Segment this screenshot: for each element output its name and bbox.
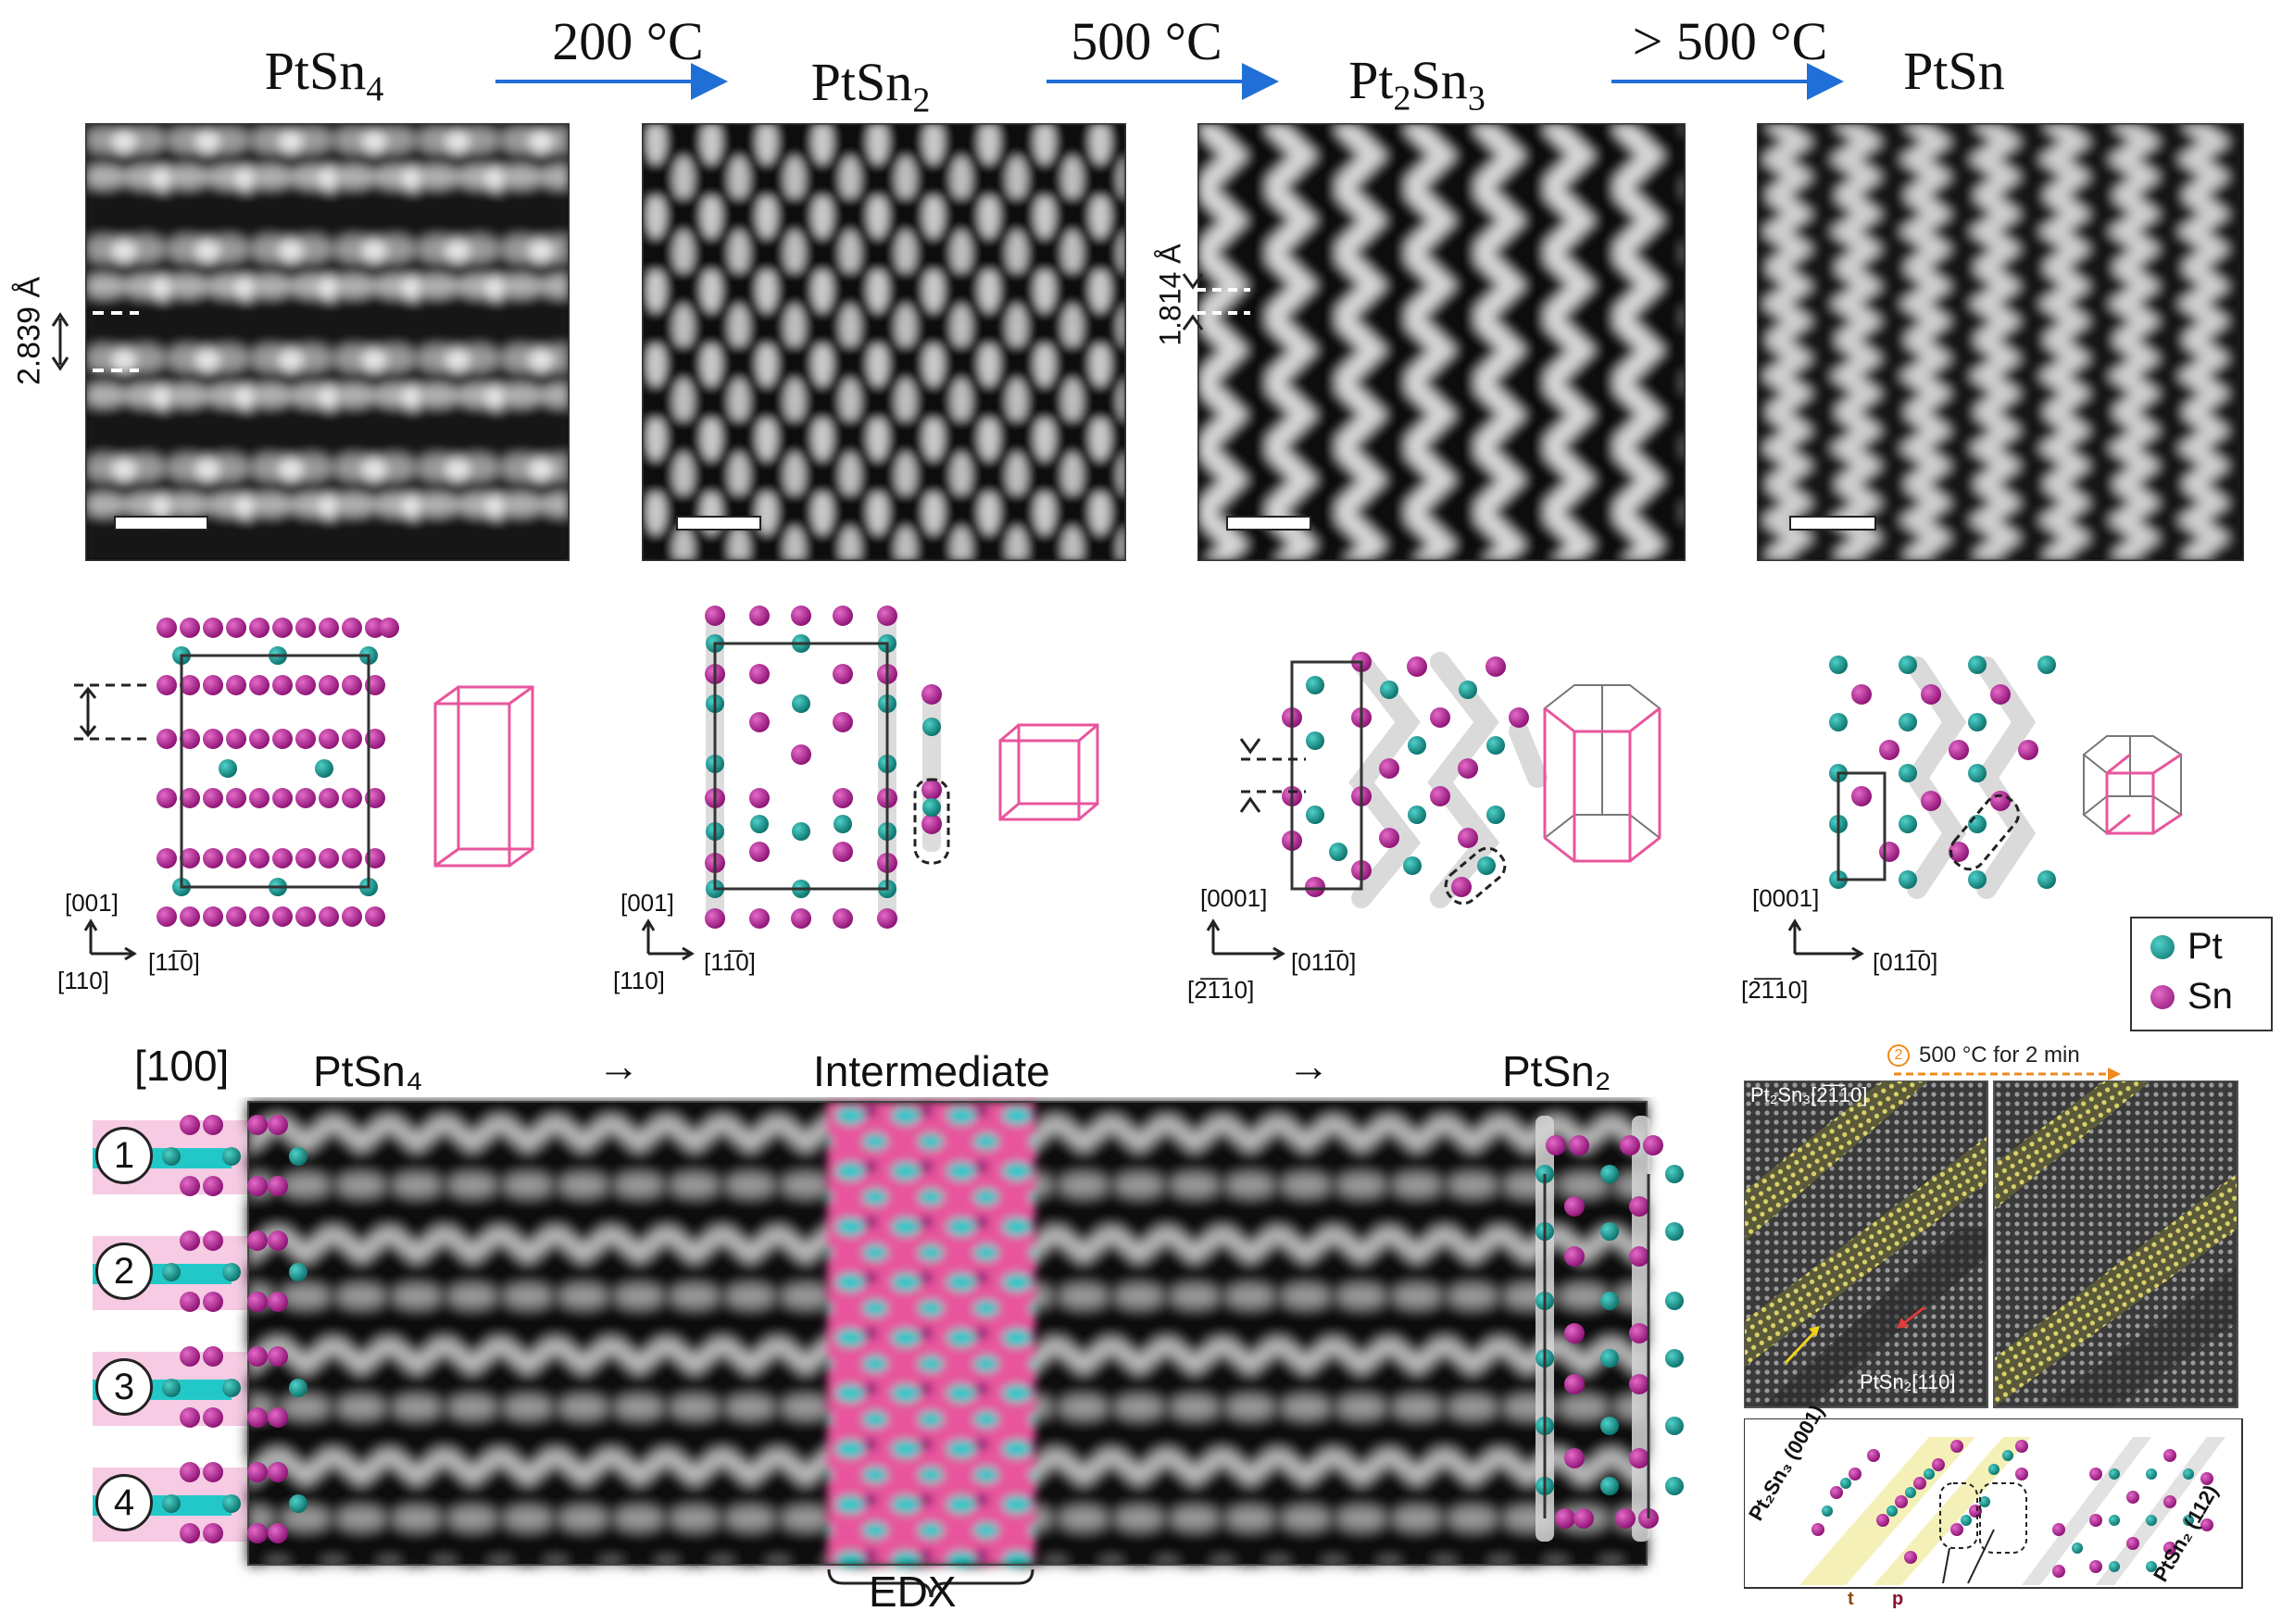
transition-label-200: 200 °C (552, 11, 704, 71)
structure-models (74, 606, 2183, 961)
axis-corner-1: [110] (57, 967, 109, 994)
inset-hrtem-images (1744, 1081, 2238, 1408)
legend-pt-label: Pt (2187, 926, 2223, 967)
inset-img-top-label: Pt₂Sn₃[2̅1̅10] (1750, 1083, 1868, 1106)
pt-legend-swatch (2150, 935, 2175, 959)
edx-label: EDX (869, 1568, 957, 1616)
row-4-badge: 4 (95, 1474, 153, 1531)
inset-orange-arrow (1894, 1068, 2121, 1081)
bottom-start-label: PtSn₄ (313, 1047, 423, 1095)
bottom-middle-label: Intermediate (813, 1047, 1050, 1095)
axis-up-1: [001] (65, 889, 119, 917)
inset-step-label: 500 °C for 2 min (1919, 1043, 2080, 1068)
model-ptsn (1829, 656, 2183, 899)
transition-label-500: 500 °C (1071, 11, 1222, 71)
row-3-badge: 3 (95, 1358, 153, 1416)
axis-up-4: [0001] (1752, 884, 1820, 912)
sn-legend-swatch (2150, 985, 2175, 1009)
axis-corner-3: [2̅1̅10] (1187, 976, 1255, 1004)
bottom-arrow-2: → (1287, 1042, 1330, 1090)
row-2-badge: 2 (95, 1243, 153, 1300)
phase-title-ptsn: PtSn (1903, 41, 2005, 101)
model-ptsn2 (705, 606, 1099, 929)
transition-label-gt500: > 500 °C (1632, 11, 1828, 71)
stem-image-ptsn2 (642, 123, 1126, 561)
stem-image-ptsn4 (85, 123, 570, 561)
axis-right-4: [011̅0] (1873, 948, 1938, 976)
legend: Pt Sn (2130, 917, 2273, 1031)
inset-img-bottom-label: PtSn₂[110] (1860, 1370, 1956, 1393)
scale-bar (676, 516, 761, 531)
measurement-1814: 1.814 Å (1153, 244, 1187, 346)
bottom-arrow-1: → (597, 1042, 640, 1090)
edx-map (827, 1102, 1035, 1565)
scale-bar (1226, 516, 1311, 531)
measurement-2839: 2.839 Å (11, 276, 47, 386)
scale-bar (1789, 516, 1876, 531)
axis-right-3: [011̅0] (1291, 948, 1357, 976)
model-ptsn4 (74, 618, 534, 927)
inset-step-number: 2 (1887, 1044, 1910, 1067)
axis-corner-2: [110] (613, 967, 665, 994)
stem-image-pt2sn3 (1197, 123, 1686, 561)
axis-right-2: [11̅0] (704, 948, 756, 976)
legend-sn-label: Sn (2187, 976, 2233, 1017)
transition-arrows (495, 63, 1844, 100)
zone-axis-label: [100] (134, 1042, 230, 1090)
axis-arrows (83, 918, 1864, 961)
measurement-marks (37, 273, 1250, 372)
axis-up-2: [001] (621, 889, 674, 917)
inset-atomic-model (1744, 1418, 2243, 1589)
inset-label-p: p (1892, 1589, 1904, 1609)
stem-image-ptsn (1757, 123, 2244, 561)
axis-corner-4: [2̅1̅10] (1741, 976, 1809, 1004)
model-pt2sn3 (1239, 652, 1661, 908)
row-1-badge: 1 (95, 1127, 153, 1184)
bottom-stem-panel (93, 1101, 1684, 1597)
phase-title-ptsn4: PtSn4 (264, 41, 384, 109)
phase-title-ptsn2: PtSn2 (810, 52, 931, 120)
axis-up-3: [0001] (1200, 884, 1268, 912)
phase-title-pt2sn3: Pt2Sn3 (1348, 50, 1485, 119)
scale-bar (114, 516, 208, 531)
inset-label-t: t (1848, 1589, 1854, 1609)
bottom-end-label: PtSn₂ (1502, 1047, 1611, 1095)
axis-right-1: [11̅0] (148, 948, 200, 976)
